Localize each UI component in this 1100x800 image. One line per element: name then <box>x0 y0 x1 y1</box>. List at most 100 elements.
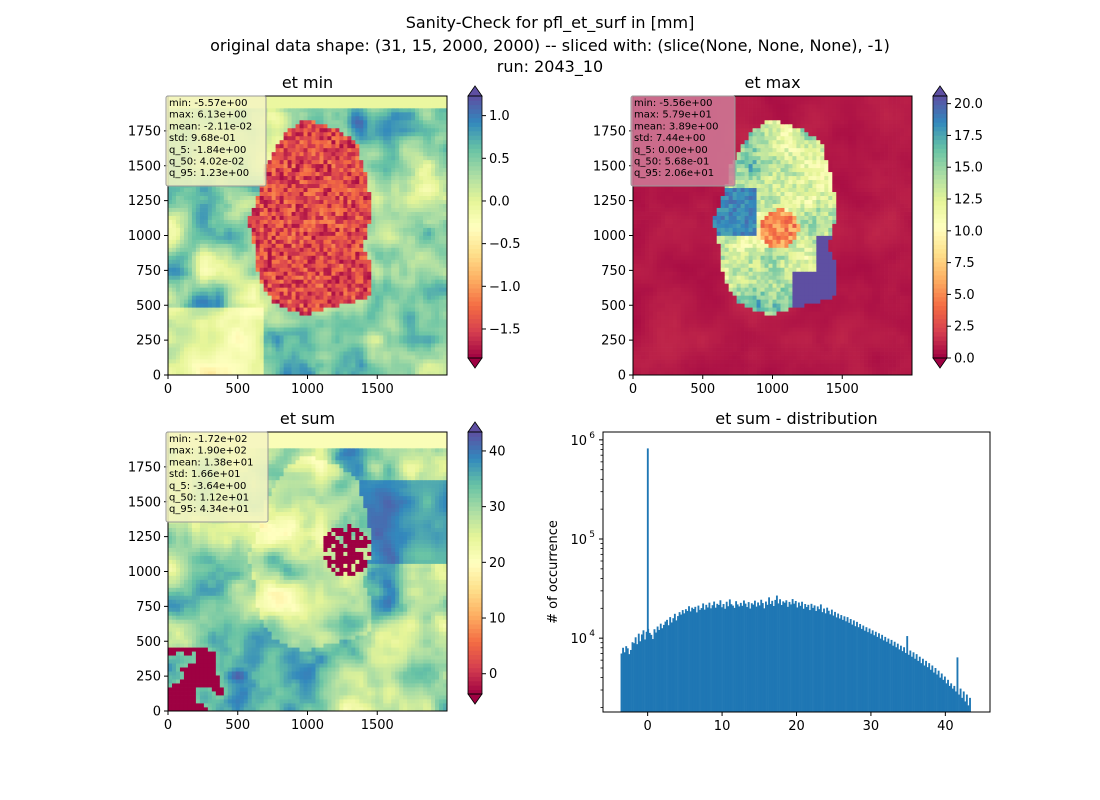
heatmap-cell <box>271 207 276 212</box>
heatmap-cell <box>399 147 404 153</box>
heatmap-cell <box>343 111 348 117</box>
heatmap-cell <box>407 263 412 268</box>
heatmap-cell <box>375 203 380 208</box>
heatmap-cell <box>303 96 308 101</box>
heatmap-cell <box>275 291 280 296</box>
heatmap-cell <box>251 191 257 196</box>
heatmap-cell <box>371 127 376 133</box>
heatmap-cell <box>219 347 225 352</box>
heatmap-cell <box>275 127 280 133</box>
heatmap-cell <box>435 335 440 340</box>
heatmap-cell <box>371 303 376 308</box>
heatmap-cell <box>319 163 324 169</box>
heatmap-cell <box>231 263 237 268</box>
heatmap-cell <box>427 215 432 220</box>
heatmap-cell <box>371 131 376 137</box>
heatmap-cell <box>319 107 324 113</box>
heatmap-cell <box>307 155 312 161</box>
heatmap-cell <box>395 211 400 216</box>
heatmap-cell <box>423 283 428 288</box>
heatmap-cell <box>207 251 213 256</box>
heatmap-cell <box>307 303 312 308</box>
heatmap-cell <box>239 283 245 288</box>
heatmap-cell <box>247 247 253 252</box>
heatmap-cell <box>315 155 320 161</box>
heatmap-cell <box>383 191 388 196</box>
heatmap-cell <box>355 131 360 137</box>
heatmap-cell <box>403 255 408 260</box>
heatmap-cell <box>391 96 396 101</box>
heatmap-cell <box>347 255 352 260</box>
heatmap-cell <box>435 271 440 276</box>
heatmap-cell <box>175 239 181 244</box>
heatmap-cell <box>395 127 400 133</box>
heatmap-cell <box>175 275 181 280</box>
heatmap-cell <box>259 347 265 352</box>
heatmap-cell <box>435 259 440 264</box>
heatmap-cell <box>347 279 352 284</box>
heatmap-cell <box>331 99 336 105</box>
heatmap-cell <box>435 163 440 169</box>
heatmap-cell <box>411 243 416 248</box>
heatmap-cell <box>439 275 444 280</box>
heatmap-cell <box>259 355 265 360</box>
heatmap-cell <box>311 207 316 212</box>
heatmap-cell <box>207 211 213 216</box>
heatmap-cell <box>207 267 213 272</box>
heatmap-cell <box>327 339 332 344</box>
heatmap-cell <box>419 139 424 145</box>
heatmap-cell <box>363 187 368 193</box>
heatmap-cell <box>207 291 213 296</box>
heatmap-cell <box>423 251 428 256</box>
heatmap-cell <box>431 263 436 268</box>
heatmap-cell <box>443 255 448 260</box>
heatmap-cell <box>255 227 261 232</box>
heatmap-cell <box>411 111 416 117</box>
heatmap-cell <box>227 347 233 352</box>
heatmap-cell <box>295 267 300 272</box>
heatmap-cell <box>383 319 388 324</box>
heatmap-cell <box>371 227 376 232</box>
heatmap-cell <box>323 283 328 288</box>
heatmap-cell <box>311 355 316 360</box>
heatmap-cell <box>415 107 420 113</box>
heatmap-cell <box>431 191 436 196</box>
heatmap-cell <box>383 239 388 244</box>
heatmap-cell <box>391 339 396 344</box>
heatmap-cell <box>435 279 440 284</box>
heatmap-cell <box>391 335 396 340</box>
heatmap-cell <box>227 259 233 264</box>
heatmap-cell <box>191 211 197 216</box>
heatmap-cell <box>203 243 209 248</box>
heatmap-cell <box>399 323 404 328</box>
heatmap-cell <box>263 195 268 200</box>
heatmap-cell <box>391 331 396 336</box>
heatmap-cell <box>291 343 296 348</box>
heatmap-cell <box>355 235 360 240</box>
heatmap-cell <box>203 247 209 252</box>
heatmap-cell <box>327 107 332 113</box>
heatmap-cell <box>375 191 380 196</box>
heatmap-cell <box>407 259 412 264</box>
heatmap-cell <box>299 135 304 141</box>
heatmap-cell <box>375 155 380 161</box>
heatmap-cell <box>379 139 384 145</box>
heatmap-cell <box>383 231 388 236</box>
heatmap-cell <box>411 315 416 320</box>
heatmap-cell <box>179 247 185 252</box>
heatmap-cell <box>231 295 237 300</box>
heatmap-cell <box>259 331 265 336</box>
heatmap-cell <box>383 355 388 360</box>
heatmap-cell <box>315 135 320 141</box>
heatmap-cell <box>343 119 348 125</box>
heatmap-cell <box>259 223 265 228</box>
heatmap-cell <box>311 167 316 173</box>
heatmap-cell <box>243 195 249 200</box>
heatmap-cell <box>215 275 221 280</box>
heatmap-cell <box>199 247 205 252</box>
heatmap-cell <box>279 355 284 360</box>
heatmap-cell <box>359 263 364 268</box>
heatmap-cell <box>223 199 229 204</box>
heatmap-cell <box>347 227 352 232</box>
heatmap-cell <box>407 123 412 129</box>
